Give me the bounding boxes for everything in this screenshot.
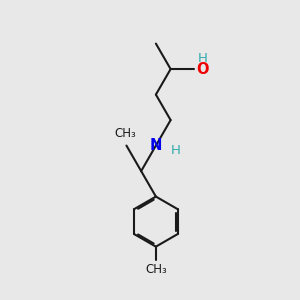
Text: CH₃: CH₃ (145, 263, 167, 276)
Text: H: H (197, 52, 207, 65)
Text: CH₃: CH₃ (114, 127, 136, 140)
Text: O: O (196, 61, 209, 76)
Text: H: H (171, 144, 181, 158)
Text: N: N (150, 138, 162, 153)
